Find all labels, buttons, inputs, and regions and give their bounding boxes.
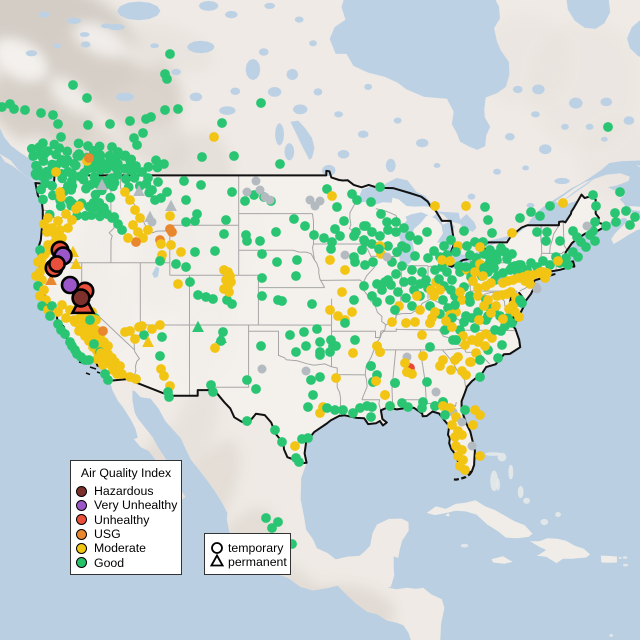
svg-text:permanent: permanent — [228, 555, 287, 569]
svg-text:temporary: temporary — [228, 541, 284, 555]
